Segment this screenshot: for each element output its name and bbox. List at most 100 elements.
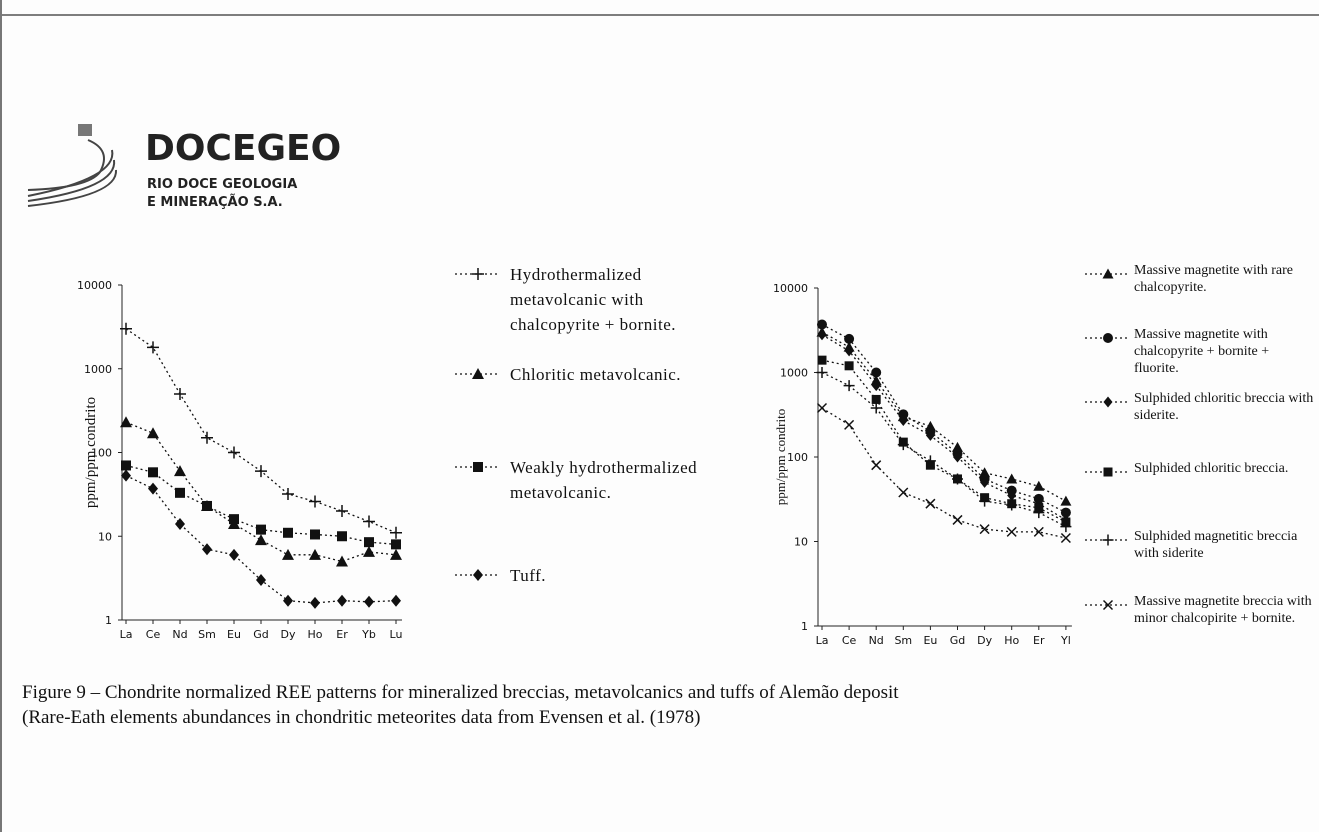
marker bbox=[1102, 268, 1114, 279]
y-tick-label: 1000 bbox=[84, 363, 112, 376]
y-tick-label: 1 bbox=[105, 614, 112, 627]
x-tick-label: Lu bbox=[390, 628, 403, 641]
caption: (Rare-Eath elements abundances in chondr… bbox=[22, 707, 700, 728]
marker bbox=[871, 367, 882, 378]
legend-box: Massive magnetite with chalcopyrite + bo… bbox=[1134, 327, 1269, 376]
legend-entry: Sulphided chloritic breccia with siderit… bbox=[1085, 391, 1314, 423]
legend-label: Tuff. bbox=[510, 566, 547, 585]
marker bbox=[924, 455, 936, 467]
legend-box: Massive magnetite breccia with minor cha… bbox=[1134, 594, 1312, 626]
legend-entry: Massive magnetite with rare chalcopyrite… bbox=[1085, 263, 1294, 295]
legend-label: Sulphided chloritic breccia. bbox=[1134, 461, 1289, 476]
x-tick-label: Nd bbox=[172, 628, 187, 641]
y-tick-label: 10 bbox=[794, 536, 808, 549]
marker bbox=[147, 341, 159, 354]
marker bbox=[1103, 333, 1113, 343]
marker bbox=[229, 548, 239, 561]
x-tick-label: Er bbox=[1033, 634, 1045, 647]
legend-label: Hydrothermalized metavolcanic with chalc… bbox=[510, 265, 677, 334]
legend-label: Weakly hydrothermalized metavolcanic. bbox=[510, 458, 698, 502]
x-tick-label: Er bbox=[336, 628, 348, 641]
marker bbox=[472, 368, 484, 379]
marker bbox=[148, 482, 158, 495]
marker bbox=[364, 537, 374, 548]
x-tick-label: Eu bbox=[923, 634, 937, 647]
marker bbox=[1033, 507, 1045, 519]
y-tick-label: 100 bbox=[787, 451, 808, 464]
x-tick-label: Ho bbox=[307, 628, 322, 641]
legend-entry: Hydrothermalized metavolcanic with chalc… bbox=[455, 265, 677, 334]
marker bbox=[816, 402, 828, 414]
marker bbox=[844, 333, 855, 344]
y-tick-label: 100 bbox=[91, 447, 112, 460]
marker bbox=[1006, 526, 1017, 537]
marker bbox=[336, 505, 348, 518]
marker bbox=[391, 539, 401, 550]
marker bbox=[1033, 480, 1045, 491]
legend-box: Massive magnetite with rare chalcopyrite… bbox=[1134, 263, 1294, 295]
marker bbox=[283, 527, 293, 538]
marker bbox=[817, 355, 827, 365]
logo-mark bbox=[27, 124, 118, 207]
marker bbox=[871, 460, 882, 471]
marker bbox=[336, 555, 348, 567]
marker bbox=[871, 380, 881, 392]
legend-label: Sulphided chloritic breccia with siderit… bbox=[1134, 391, 1314, 423]
marker bbox=[952, 473, 963, 485]
marker bbox=[202, 543, 212, 556]
marker bbox=[473, 462, 483, 472]
legend-label: Massive magnetite breccia with minor cha… bbox=[1134, 594, 1312, 626]
marker bbox=[282, 548, 294, 560]
marker bbox=[390, 526, 402, 539]
marker bbox=[309, 495, 321, 508]
marker bbox=[255, 465, 267, 478]
series-line bbox=[125, 421, 397, 563]
legend-label: Sulphided magnetitic breccia with sideri… bbox=[1134, 529, 1298, 561]
marker bbox=[174, 465, 186, 477]
marker bbox=[391, 594, 401, 607]
marker bbox=[1102, 599, 1114, 611]
marker bbox=[925, 498, 936, 509]
marker bbox=[229, 514, 239, 525]
marker bbox=[898, 415, 908, 427]
marker bbox=[120, 416, 132, 428]
marker bbox=[843, 380, 855, 392]
marker bbox=[1060, 521, 1072, 533]
marker bbox=[255, 534, 267, 546]
marker bbox=[925, 429, 935, 441]
y-tick-label: 1000 bbox=[780, 367, 808, 380]
marker bbox=[816, 367, 828, 378]
x-tick-label: Gd bbox=[950, 634, 966, 647]
marker bbox=[980, 476, 990, 488]
marker bbox=[817, 329, 827, 341]
marker bbox=[979, 524, 990, 535]
series-line bbox=[821, 331, 1067, 502]
company-line: E MINERAÇÃO S.A. bbox=[147, 194, 283, 210]
legend-box: Hydrothermalized metavolcanic with chalc… bbox=[510, 265, 677, 334]
x-tick-label: Dy bbox=[281, 628, 296, 641]
marker bbox=[364, 595, 374, 608]
marker bbox=[174, 387, 186, 400]
y-axis-label: ppm/ppm condrito bbox=[773, 409, 788, 505]
x-tick-label: Nd bbox=[869, 634, 884, 647]
x-tick-label: Dy bbox=[977, 634, 992, 647]
marker bbox=[472, 268, 484, 280]
marker bbox=[1060, 495, 1072, 506]
legend-label: Massive magnetite with rare chalcopyrite… bbox=[1134, 263, 1294, 295]
marker bbox=[1033, 526, 1044, 537]
legend-box: Tuff. bbox=[510, 566, 547, 585]
legend-entry: Tuff. bbox=[455, 566, 547, 585]
legend-label: Chloritic metavolcanic. bbox=[510, 365, 682, 384]
marker bbox=[1060, 532, 1071, 544]
marker bbox=[147, 427, 159, 439]
marker bbox=[1006, 473, 1018, 484]
marker bbox=[201, 431, 213, 444]
marker bbox=[282, 487, 294, 500]
caption: Figure 9 – Chondrite normalized REE patt… bbox=[22, 682, 899, 703]
marker bbox=[1103, 467, 1113, 477]
marker bbox=[363, 515, 375, 528]
series-line bbox=[821, 371, 1067, 528]
marker bbox=[337, 531, 347, 542]
